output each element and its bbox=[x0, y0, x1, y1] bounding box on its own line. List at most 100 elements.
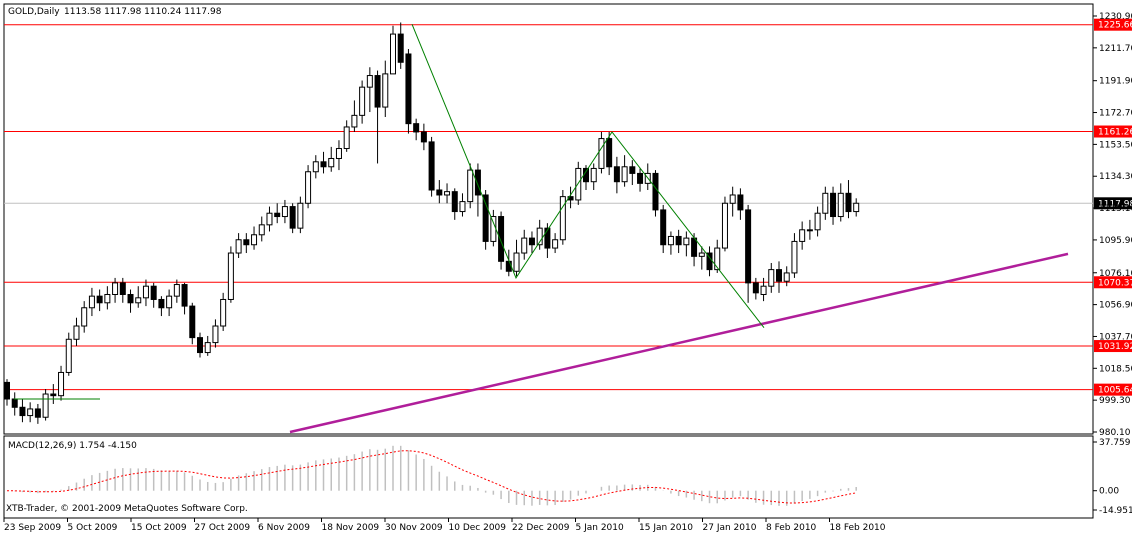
candle-body bbox=[366, 75, 373, 88]
candle-body bbox=[444, 191, 451, 196]
time-tick-label: 5 Oct 2009 bbox=[68, 523, 118, 533]
candle-body bbox=[845, 192, 852, 213]
candle-body bbox=[583, 167, 589, 183]
candle-body bbox=[359, 86, 366, 116]
candle-body bbox=[467, 169, 474, 203]
candle-body bbox=[837, 192, 844, 218]
candle-body bbox=[621, 166, 628, 183]
candle-body bbox=[112, 282, 119, 295]
level-label: 1005.64 bbox=[1098, 386, 1132, 396]
candle-body bbox=[220, 298, 227, 327]
candle-body bbox=[212, 325, 219, 344]
candle-body bbox=[320, 161, 327, 168]
time-tick-label: 22 Dec 2009 bbox=[512, 523, 570, 533]
candle-body bbox=[305, 171, 312, 204]
candle-body bbox=[235, 239, 242, 254]
candle-body bbox=[266, 212, 273, 226]
level-tag bbox=[1094, 383, 1132, 396]
candle-body bbox=[297, 202, 304, 229]
zigzag-layer bbox=[411, 23, 765, 328]
level-tag bbox=[1094, 125, 1132, 138]
macd-tick-label: 37.759 bbox=[1099, 438, 1131, 448]
time-tick-label: 18 Feb 2010 bbox=[830, 523, 886, 533]
candle-body bbox=[382, 73, 389, 108]
candle-body bbox=[698, 252, 705, 257]
candle-body bbox=[613, 166, 620, 183]
candle-body bbox=[590, 167, 597, 183]
candle-body bbox=[197, 337, 203, 354]
price-tick-label: 980.10 bbox=[1099, 428, 1131, 438]
last-price-label: 1117.98 bbox=[1098, 199, 1132, 209]
candle-body bbox=[343, 126, 350, 150]
candle-body bbox=[799, 229, 806, 242]
candle-body bbox=[714, 247, 721, 271]
time-tick-label: 15 Oct 2009 bbox=[131, 523, 187, 533]
candle-body bbox=[737, 194, 744, 211]
candle-body bbox=[652, 172, 659, 211]
time-tick-label: 6 Nov 2009 bbox=[258, 523, 310, 533]
candle-body bbox=[65, 338, 72, 373]
candle-body bbox=[227, 252, 234, 300]
candle-body bbox=[50, 393, 57, 397]
candle-body bbox=[528, 237, 535, 246]
candle-body bbox=[119, 282, 126, 295]
candle-body bbox=[752, 282, 759, 294]
price-tick-label: 1056.90 bbox=[1099, 301, 1132, 311]
candle-body bbox=[428, 141, 435, 191]
level-tag bbox=[1094, 276, 1132, 289]
time-tick-label: 30 Nov 2009 bbox=[385, 523, 443, 533]
candles-layer bbox=[4, 22, 860, 424]
candle-body bbox=[335, 148, 342, 159]
candle-body bbox=[459, 201, 466, 213]
candle-body bbox=[760, 285, 767, 295]
macd-pane[interactable] bbox=[3, 435, 1094, 519]
candle-body bbox=[791, 240, 798, 274]
time-axis: 23 Sep 2009 5 Oct 2009 15 Oct 2009 27 Oct 2… bbox=[3, 518, 886, 533]
candle-body bbox=[274, 212, 281, 218]
price-pane[interactable] bbox=[3, 3, 1094, 435]
candle-body bbox=[853, 202, 860, 213]
candle-body bbox=[104, 293, 111, 304]
candle-body bbox=[281, 206, 288, 218]
candle-body bbox=[181, 284, 188, 307]
ohlc-label: 1113.58 1117.98 1110.24 1117.98 bbox=[64, 7, 222, 17]
price-tick-label: 999.30 bbox=[1099, 396, 1131, 406]
level-tag bbox=[1094, 340, 1132, 353]
symbol-label: GOLD,Daily bbox=[8, 7, 60, 17]
time-tick-label: 18 Nov 2009 bbox=[322, 523, 380, 533]
time-tick-label: 23 Sep 2009 bbox=[4, 523, 61, 533]
candle-body bbox=[413, 123, 420, 133]
candle-body bbox=[729, 194, 736, 204]
candle-body bbox=[135, 297, 142, 304]
macd-signal-line bbox=[6, 450, 857, 504]
level-label: 1161.26 bbox=[1098, 128, 1132, 138]
candle-body bbox=[34, 408, 41, 418]
macd-tick-label: -14.951 bbox=[1099, 506, 1132, 516]
candle-body bbox=[822, 192, 829, 214]
candle-body bbox=[544, 227, 551, 249]
candle-body bbox=[27, 408, 34, 417]
candle-body bbox=[81, 307, 88, 327]
price-tick-label: 1076.10 bbox=[1099, 269, 1132, 279]
candle-body bbox=[4, 381, 10, 400]
candle-body bbox=[559, 196, 566, 241]
candle-body bbox=[204, 342, 211, 354]
candle-body bbox=[552, 239, 559, 249]
candle-body bbox=[490, 216, 497, 242]
level-label: 1225.66 bbox=[1098, 21, 1132, 31]
candle-body bbox=[19, 406, 26, 417]
candle-body bbox=[11, 398, 18, 408]
price-tick-label: 1018.50 bbox=[1099, 364, 1132, 374]
candle-body bbox=[498, 216, 505, 262]
price-tick-label: 1191.90 bbox=[1099, 77, 1132, 87]
candle-body bbox=[745, 209, 752, 284]
candle-body bbox=[482, 194, 489, 242]
candle-body bbox=[768, 269, 775, 287]
candle-body bbox=[536, 227, 543, 246]
candle-body bbox=[312, 161, 319, 173]
last-price-tag bbox=[1094, 197, 1132, 210]
macd-layer: 37.759 0.00 -14.951 bbox=[6, 438, 1132, 516]
candle-body bbox=[42, 393, 49, 418]
candle-body bbox=[243, 239, 250, 246]
